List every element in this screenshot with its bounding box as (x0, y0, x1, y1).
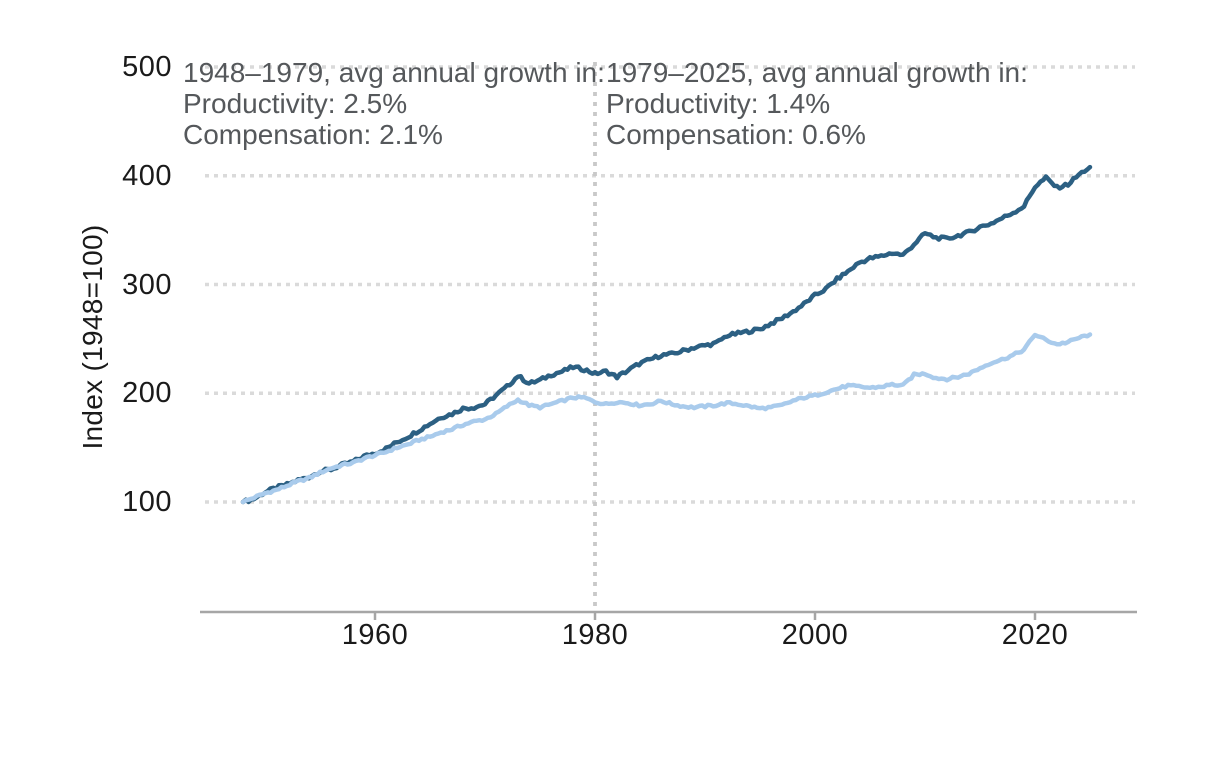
y-axis-title: Index (1948=100) (77, 224, 108, 450)
y-tick-label: 300 (122, 269, 172, 301)
annotation-period-title: 1948–1979, avg annual growth in: (183, 57, 605, 88)
x-tick-label: 2020 (1001, 619, 1069, 651)
annotation-1979-2025: 1979–2025, avg annual growth in: Product… (606, 57, 1028, 150)
series-line-compensation (240, 332, 1093, 505)
y-tick-label: 100 (122, 486, 172, 518)
y-tick-label: 500 (122, 51, 172, 83)
annotation-productivity-value: Productivity: 2.5% (183, 88, 408, 119)
x-tick-label: 2000 (781, 619, 849, 651)
annotation-compensation-value: Compensation: 2.1% (183, 119, 443, 150)
annotation-productivity-value: Productivity: 1.4% (606, 88, 831, 119)
annotation-1948-1979: 1948–1979, avg annual growth in: Product… (183, 57, 605, 150)
annotation-period-title: 1979–2025, avg annual growth in: (606, 57, 1028, 88)
annotation-compensation-value: Compensation: 0.6% (606, 119, 866, 150)
series-line-productivity (240, 164, 1093, 505)
x-tick-label: 1980 (561, 619, 629, 651)
x-tick-label: 1960 (341, 619, 409, 651)
y-tick-label: 200 (122, 377, 172, 409)
y-tick-label: 400 (122, 160, 172, 192)
